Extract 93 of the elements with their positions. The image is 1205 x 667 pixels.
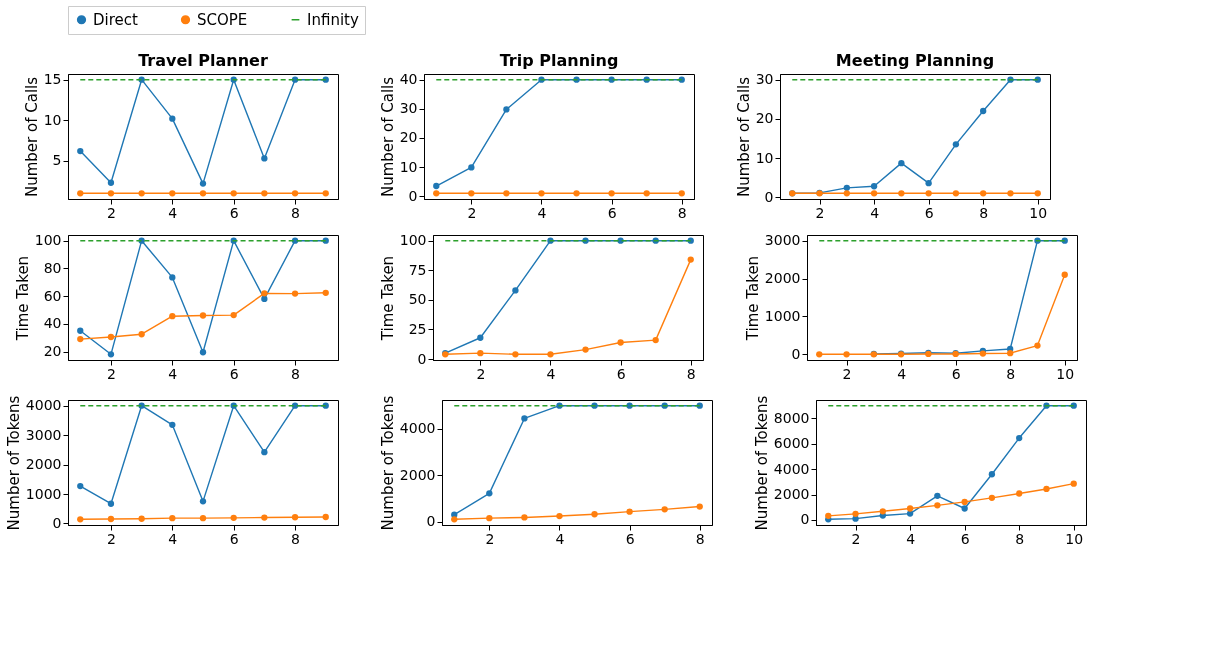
y-axis-title: Number of Tokens — [4, 395, 23, 531]
x-tick-label: 8 — [686, 365, 696, 382]
y-tick-label: 20 — [43, 343, 62, 360]
x-tick-label: 4 — [168, 204, 178, 221]
y-tick-label: 100 — [399, 232, 427, 249]
x-tick-label: 6 — [616, 365, 626, 382]
x-tick-label: 2 — [106, 530, 116, 547]
y-axis-title: Number of Calls — [378, 76, 397, 198]
x-tick-label: 2 — [106, 365, 116, 382]
x-tick-label: 6 — [229, 204, 239, 221]
y-tick-label: 40 — [399, 71, 418, 88]
x-tick-label: 2 — [851, 530, 861, 547]
x-tick-label: 6 — [924, 204, 934, 221]
x-tick-label: 4 — [168, 365, 178, 382]
y-tick-label: 0 — [52, 514, 62, 531]
chart-title: Trip Planning — [499, 50, 619, 70]
y-tick-label: 0 — [408, 187, 418, 204]
x-tick-label: 4 — [870, 204, 880, 221]
y-tick-label: 10 — [755, 149, 774, 166]
x-tick-label: 8 — [291, 204, 301, 221]
y-tick-label: 2000 — [399, 466, 436, 483]
y-tick-label: 3000 — [764, 232, 801, 249]
y-axis-title: Number of Calls — [22, 76, 41, 198]
x-tick-label: 8 — [979, 204, 989, 221]
x-tick-label: 6 — [607, 204, 617, 221]
y-tick-label: 30 — [755, 71, 774, 88]
chart-title: Meeting Planning — [835, 50, 995, 70]
x-tick-label: 2 — [467, 204, 477, 221]
x-tick-label: 10 — [1029, 204, 1048, 221]
y-tick-label: 25 — [408, 320, 427, 337]
y-tick-label: 20 — [399, 129, 418, 146]
x-tick-label: 8 — [695, 530, 705, 547]
y-axis-title: Time Taken — [378, 255, 397, 342]
y-tick-label: 0 — [764, 188, 774, 205]
x-tick-label: 6 — [229, 530, 239, 547]
y-tick-label: 2000 — [25, 456, 62, 473]
x-tick-label: 2 — [842, 365, 852, 382]
y-axis-title: Time Taken — [743, 255, 762, 342]
y-axis-title: Number of Calls — [734, 76, 753, 198]
x-tick-label: 6 — [960, 530, 970, 547]
legend-label: Infinity — [307, 10, 359, 29]
x-tick-label: 4 — [897, 365, 907, 382]
y-tick-label: 2000 — [764, 270, 801, 287]
y-tick-label: 100 — [34, 232, 62, 249]
x-tick-label: 10 — [1065, 530, 1084, 547]
x-tick-label: 2 — [485, 530, 495, 547]
x-tick-label: 4 — [168, 530, 178, 547]
legend-label: Direct — [93, 10, 139, 29]
y-tick-label: 10 — [43, 111, 62, 128]
y-tick-label: 80 — [43, 259, 62, 276]
x-tick-label: 8 — [291, 365, 301, 382]
y-axis-title: Time Taken — [13, 255, 32, 342]
y-tick-label: 2000 — [773, 486, 810, 503]
y-tick-label: 50 — [408, 291, 427, 308]
x-tick-label: 4 — [546, 365, 556, 382]
y-tick-label: 60 — [43, 287, 62, 304]
x-tick-label: 4 — [537, 204, 547, 221]
x-tick-label: 4 — [555, 530, 565, 547]
y-tick-label: 0 — [800, 511, 810, 528]
y-tick-label: 30 — [399, 100, 418, 117]
y-tick-label: 8000 — [773, 409, 810, 426]
y-tick-label: 6000 — [773, 435, 810, 452]
y-tick-label: 1000 — [25, 485, 62, 502]
y-tick-label: 20 — [755, 110, 774, 127]
x-tick-label: 8 — [1015, 530, 1025, 547]
y-tick-label: 10 — [399, 158, 418, 175]
x-tick-label: 2 — [815, 204, 825, 221]
x-tick-label: 8 — [677, 204, 687, 221]
x-tick-label: 2 — [476, 365, 486, 382]
y-tick-label: 4000 — [399, 420, 436, 437]
x-tick-label: 2 — [106, 204, 116, 221]
y-tick-label: 0 — [426, 513, 436, 530]
y-tick-label: 4000 — [25, 397, 62, 414]
x-tick-label: 8 — [1006, 365, 1016, 382]
y-tick-label: 3000 — [25, 426, 62, 443]
x-tick-label: 4 — [906, 530, 916, 547]
y-axis-title: Number of Tokens — [752, 395, 771, 531]
y-tick-label: 1000 — [764, 307, 801, 324]
y-tick-label: 40 — [43, 315, 62, 332]
x-tick-label: 6 — [625, 530, 635, 547]
x-tick-label: 6 — [951, 365, 961, 382]
legend-label: SCOPE — [197, 10, 248, 29]
y-tick-label: 0 — [791, 345, 801, 362]
x-tick-label: 6 — [229, 365, 239, 382]
y-tick-label: 4000 — [773, 460, 810, 477]
chart-title: Travel Planner — [138, 50, 268, 70]
y-axis-title: Number of Tokens — [378, 395, 397, 531]
x-tick-label: 8 — [291, 530, 301, 547]
y-tick-label: 15 — [43, 71, 62, 88]
x-tick-label: 10 — [1056, 365, 1075, 382]
y-tick-label: 0 — [417, 350, 427, 367]
y-tick-label: 75 — [408, 261, 427, 278]
y-tick-label: 5 — [52, 152, 62, 169]
